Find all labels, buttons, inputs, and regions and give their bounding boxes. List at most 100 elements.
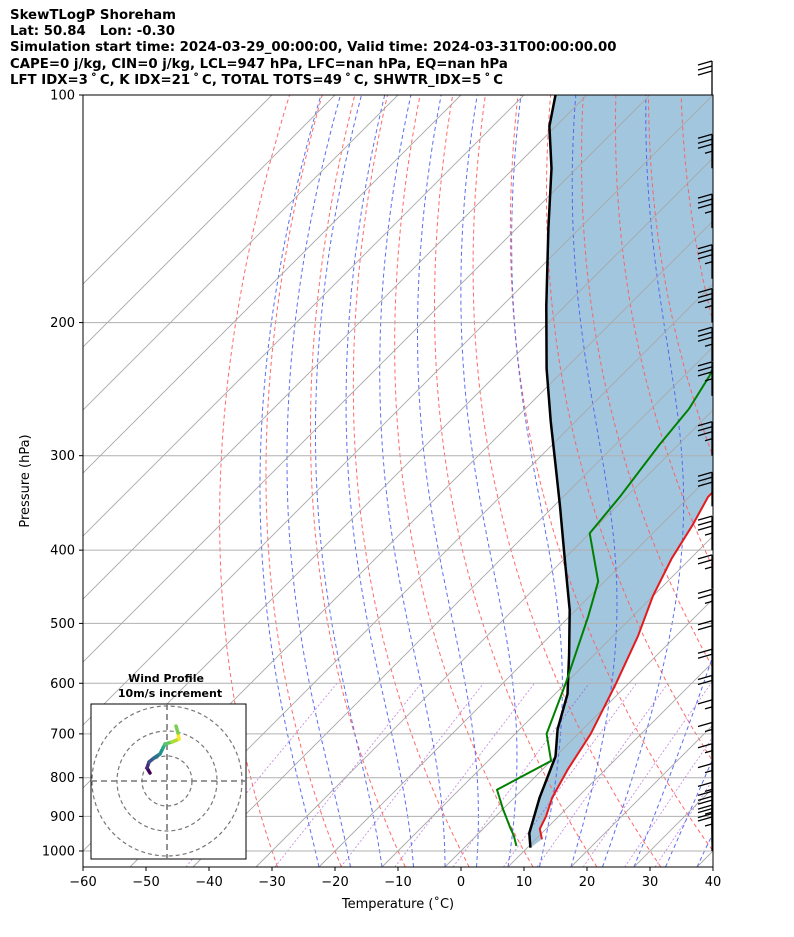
wind-barb-flag [697, 653, 713, 659]
wind-barb-flag [697, 254, 713, 260]
wind-barb [697, 244, 713, 279]
moist-adiabat [460, 95, 518, 867]
isotherm-line [83, 95, 336, 348]
x-tick-label: 0 [457, 875, 465, 890]
wind-barb-flag [697, 292, 713, 299]
mixing-ratio-line [654, 779, 713, 867]
hodograph: Wind Profile 10m/s increment [90, 672, 247, 860]
isotherm-line [83, 95, 273, 285]
wind-barb-flag [697, 781, 713, 788]
dry-adiabat [394, 95, 534, 867]
moist-adiabat [417, 95, 479, 867]
y-tick-label: 600 [50, 677, 75, 692]
index-line: LFT IDX=3 ˚ C, K IDX=21 ˚ C, TOTAL TOTS=… [10, 72, 504, 88]
wind-barb-flag [704, 210, 713, 214]
wind-barb [697, 361, 713, 396]
wind-barb-flag [697, 143, 713, 149]
cape-line: CAPE=0 j/kg, CIN=0 j/kg, LCL=947 hPa, LF… [10, 56, 508, 72]
x-tick-label: 10 [516, 875, 533, 890]
dry-adiabat [546, 95, 713, 763]
y-tick-label: 200 [50, 316, 75, 331]
wind-barb-flag [697, 138, 713, 144]
wind-barb-flag [697, 588, 713, 595]
moist-adiabat [602, 95, 685, 867]
wind-barb-flag [697, 525, 713, 531]
wind-barb-flag [697, 431, 713, 437]
wind-barb-flag [704, 532, 713, 536]
wind-barb-flag [704, 378, 713, 382]
x-tick-label: −30 [258, 875, 285, 890]
mixing-ratio-line [624, 736, 713, 867]
y-tick-label: 700 [50, 727, 75, 742]
wind-barb-flag [697, 515, 713, 521]
x-axis-label: Temperature (˚C) [341, 896, 454, 912]
wind-barb-flag [697, 699, 713, 705]
y-tick-label: 400 [50, 544, 75, 559]
wind-barb-flag [697, 679, 713, 686]
isotherm-line [83, 95, 651, 663]
wind-barb-flag [697, 361, 713, 367]
mixing-ratio-line [340, 683, 484, 867]
wind-barb-flag [697, 743, 713, 749]
isotherm-line [570, 724, 713, 867]
wind-barb [697, 620, 713, 655]
dry-adiabat [265, 95, 342, 867]
wind-barb-flag [697, 331, 713, 337]
dry-adiabat [615, 95, 713, 569]
location-line: Lat: 50.84 Lon: -0.30 [10, 24, 176, 40]
wind-barb-flag [697, 65, 713, 71]
y-tick-label: 800 [50, 771, 75, 786]
wind-barb-flag [704, 750, 713, 754]
wind-barb-flag [704, 150, 713, 154]
isotherm-line [507, 661, 713, 867]
wind-barb-flag [704, 823, 713, 827]
wind-barb-flag [697, 620, 713, 626]
wind-barb-flag [697, 198, 713, 204]
mixing-ratio-line [582, 683, 712, 867]
dry-adiabat [746, 95, 794, 867]
y-tick-label: 1000 [42, 844, 75, 859]
wind-barb-flag [697, 795, 713, 802]
temperature-profile [538, 490, 713, 840]
wind-barb-flag [704, 304, 713, 309]
isotherm-line [444, 598, 713, 867]
hodograph-trace [174, 724, 180, 735]
wind-barb [697, 699, 713, 734]
wind-barb-flag [697, 554, 713, 560]
y-tick-label: 900 [50, 810, 75, 825]
wind-barb-flag [704, 769, 713, 774]
mixing-ratio-line [503, 683, 637, 867]
isotherm-line [83, 95, 525, 537]
x-tick-label: 30 [642, 875, 659, 890]
x-tick-label: −10 [384, 875, 411, 890]
wind-barb-flag [704, 343, 713, 347]
wind-barb [697, 421, 713, 456]
y-tick-label: 500 [50, 617, 75, 632]
wind-barb-flag [697, 790, 713, 797]
wind-barb-flag [704, 600, 713, 605]
wind-barb-flag [704, 566, 713, 570]
wind-barb-flag [697, 249, 713, 255]
isotherm-line [83, 95, 399, 411]
mixing-ratio-line [394, 683, 535, 867]
wind-barb-flag [697, 471, 713, 477]
dry-adiabat [472, 95, 662, 867]
x-tick-label: −60 [69, 875, 96, 890]
wind-barb-flag [704, 438, 713, 442]
isotherm-line [192, 346, 713, 867]
hodograph-title: Wind Profile [128, 672, 204, 685]
wind-barb-flag [697, 366, 713, 372]
wind-barb-flag [697, 721, 713, 728]
wind-barb-flag [697, 674, 713, 681]
isotherm-line [83, 95, 462, 474]
chart-title: SkewTLogP Shoreham [10, 8, 176, 23]
isotherm-line [129, 283, 713, 867]
isotherm-line [83, 95, 713, 726]
isotherm-line [318, 472, 713, 867]
wind-barb [697, 648, 713, 684]
wind-barb-flag [697, 808, 713, 814]
y-tick-label: 300 [50, 449, 75, 464]
chart-header: SkewTLogP Shoreham Lat: 50.84 Lon: -0.30 S… [10, 8, 617, 89]
time-line: Simulation start time: 2024-03-29_00:00:… [10, 40, 617, 56]
